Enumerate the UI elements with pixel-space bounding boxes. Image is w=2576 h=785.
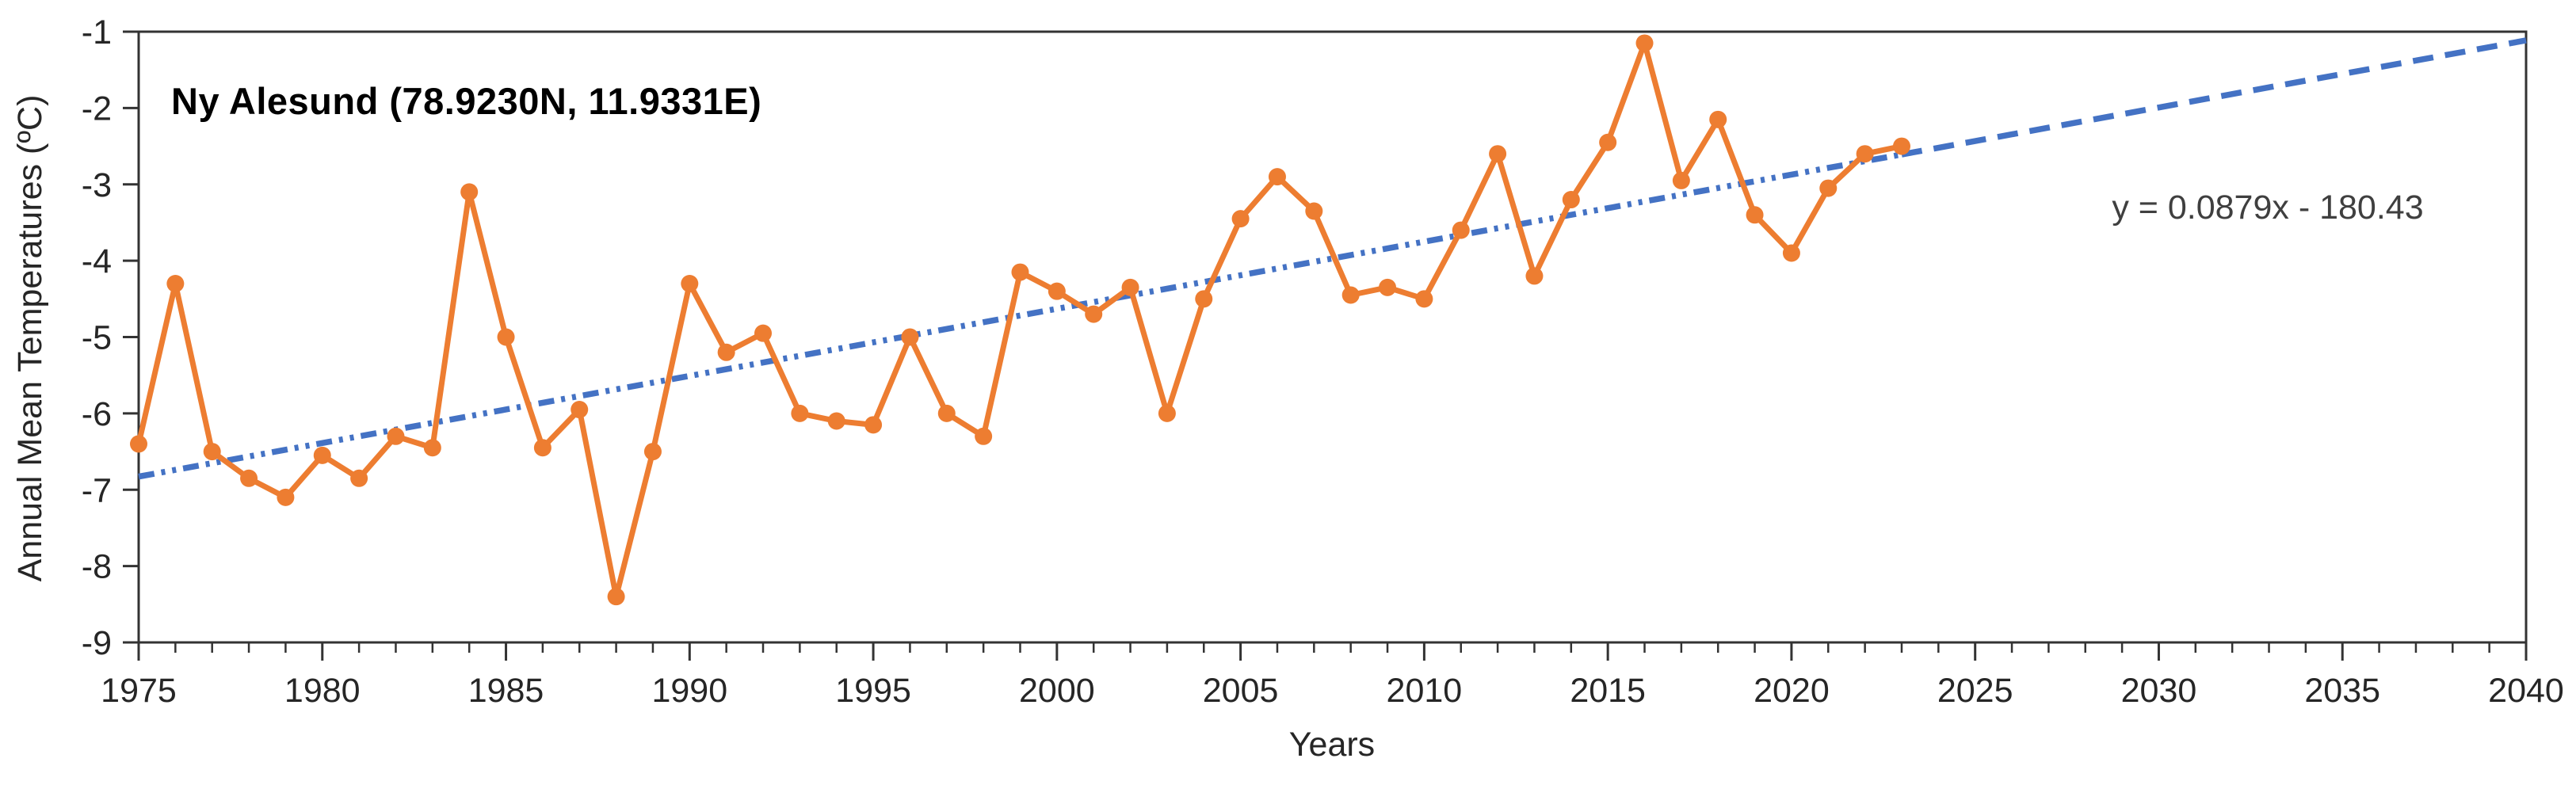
data-point-1994 bbox=[827, 412, 845, 430]
x-axis-tick-label: 2035 bbox=[2304, 672, 2380, 710]
data-point-2008 bbox=[1341, 286, 1360, 304]
data-point-1978 bbox=[240, 469, 258, 487]
y-axis-tick-label: -4 bbox=[82, 242, 112, 280]
data-point-1999 bbox=[1011, 263, 1029, 281]
data-point-2009 bbox=[1379, 278, 1397, 296]
data-point-1990 bbox=[681, 275, 699, 293]
data-point-2004 bbox=[1195, 290, 1213, 308]
x-axis-tick-label: 2010 bbox=[1387, 672, 1463, 710]
data-point-2021 bbox=[1819, 179, 1838, 197]
data-point-2012 bbox=[1489, 145, 1507, 163]
data-point-1997 bbox=[937, 404, 956, 422]
y-axis-tick-label: -8 bbox=[82, 548, 112, 586]
data-point-2020 bbox=[1782, 244, 1800, 262]
data-point-2010 bbox=[1415, 290, 1433, 308]
y-axis-tick-label: -9 bbox=[82, 624, 112, 662]
data-point-2001 bbox=[1085, 305, 1103, 323]
x-axis-tick-label: 1995 bbox=[835, 672, 911, 710]
data-point-1979 bbox=[277, 488, 295, 506]
x-axis-tick-label: 1980 bbox=[284, 672, 361, 710]
data-point-1998 bbox=[975, 427, 993, 445]
data-point-1986 bbox=[533, 439, 551, 457]
y-axis-tick-label: -6 bbox=[82, 395, 112, 433]
y-axis-tick-label: -5 bbox=[82, 319, 112, 357]
x-axis-tick-label: 1975 bbox=[101, 672, 177, 710]
data-point-1991 bbox=[717, 343, 735, 361]
data-point-2006 bbox=[1268, 168, 1286, 186]
x-axis-tick-label: 2020 bbox=[1754, 672, 1830, 710]
data-point-2016 bbox=[1635, 34, 1654, 52]
data-point-1981 bbox=[350, 469, 368, 487]
data-point-1987 bbox=[571, 401, 589, 419]
data-point-1996 bbox=[901, 328, 919, 346]
data-point-1976 bbox=[166, 275, 185, 293]
temperature-series-line bbox=[135, 40, 1905, 600]
data-point-2023 bbox=[1892, 137, 1910, 155]
trendline-equation-label: y = 0.0879x - 180.43 bbox=[2112, 189, 2424, 227]
data-point-2000 bbox=[1048, 282, 1066, 300]
data-point-2005 bbox=[1231, 210, 1250, 228]
x-axis-tick-label: 1990 bbox=[651, 672, 727, 710]
data-point-2019 bbox=[1746, 206, 1764, 224]
x-axis-tick-label: 1985 bbox=[468, 672, 544, 710]
data-point-1975 bbox=[130, 435, 147, 453]
data-point-2014 bbox=[1562, 191, 1580, 209]
plot-frame bbox=[137, 30, 2528, 644]
chart-title: Ny Alesund (78.9230N, 11.9331E) bbox=[171, 80, 762, 122]
data-point-1985 bbox=[497, 328, 515, 346]
y-axis-title: Annual Mean Temperatures (ºC) bbox=[11, 94, 49, 582]
y-axis-tick-label: -2 bbox=[82, 90, 112, 128]
data-point-2003 bbox=[1158, 404, 1176, 422]
y-axis-tick-label: -7 bbox=[82, 471, 112, 509]
data-point-1980 bbox=[313, 446, 331, 464]
data-point-1982 bbox=[387, 427, 405, 445]
x-axis-tick-label: 2040 bbox=[2488, 672, 2564, 710]
x-axis-tick-label: 2015 bbox=[1570, 672, 1646, 710]
data-point-2017 bbox=[1672, 171, 1690, 189]
y-axis-tick-label: -1 bbox=[82, 13, 112, 51]
data-point-2002 bbox=[1121, 278, 1139, 296]
data-point-1983 bbox=[423, 439, 441, 457]
trendline-forecast-segment bbox=[1901, 37, 2527, 158]
data-point-1995 bbox=[864, 416, 883, 434]
x-axis-tick-label: 2000 bbox=[1019, 672, 1095, 710]
y-axis-tick-label: -3 bbox=[82, 166, 112, 204]
data-point-2015 bbox=[1599, 133, 1617, 151]
data-point-1992 bbox=[754, 324, 773, 342]
data-point-2018 bbox=[1709, 110, 1727, 128]
x-axis-tick-label: 2025 bbox=[1937, 672, 2013, 710]
trendline-dashdot-segment bbox=[138, 151, 1902, 480]
x-axis-title: Years bbox=[1288, 726, 1376, 764]
data-point-1984 bbox=[460, 183, 479, 201]
data-point-1988 bbox=[607, 588, 625, 606]
data-point-2011 bbox=[1452, 221, 1470, 239]
data-point-2007 bbox=[1305, 202, 1323, 220]
x-axis-tick-label: 2030 bbox=[2121, 672, 2197, 710]
data-point-1993 bbox=[791, 404, 809, 422]
x-axis-tick-label: 2005 bbox=[1203, 672, 1279, 710]
data-point-2013 bbox=[1525, 267, 1544, 285]
data-point-1989 bbox=[643, 443, 662, 461]
data-point-1977 bbox=[203, 443, 221, 461]
data-point-2022 bbox=[1856, 145, 1874, 163]
